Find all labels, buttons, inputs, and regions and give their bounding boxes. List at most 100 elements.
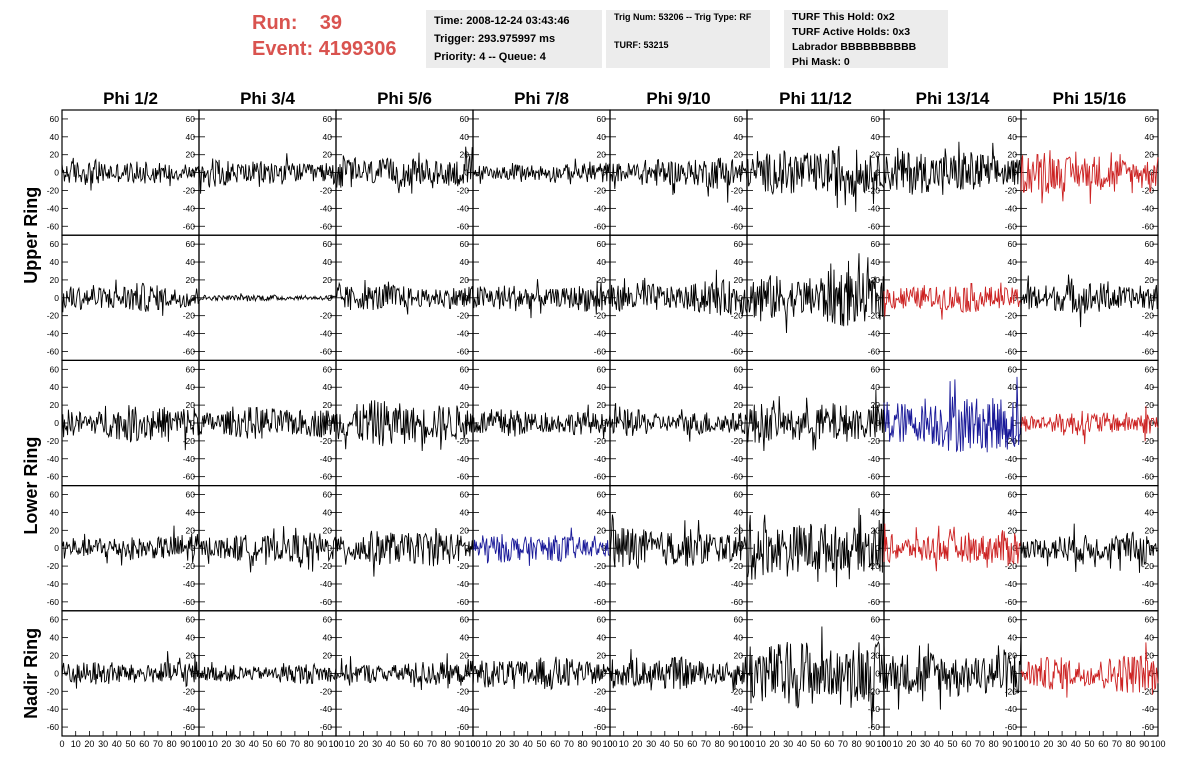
y-tick-label: -20 — [1005, 686, 1018, 696]
y-tick-label: -20 — [183, 686, 196, 696]
y-tick-label: -60 — [594, 346, 607, 356]
y-tick-label: -40 — [1142, 203, 1155, 213]
y-tick-label: 60 — [460, 114, 470, 124]
y-tick-label: 20 — [597, 150, 607, 160]
y-tick-label: 20 — [460, 150, 470, 160]
y-tick-label: -20 — [731, 311, 744, 321]
y-tick-label: -40 — [320, 579, 333, 589]
x-tick-label: 20 — [769, 739, 779, 749]
y-tick-label: 20 — [734, 651, 744, 661]
waveform-trace — [335, 527, 474, 577]
y-tick-label: 40 — [734, 132, 744, 142]
y-tick-label: -60 — [868, 346, 881, 356]
y-tick-label: 20 — [1008, 525, 1018, 535]
x-tick-label: 80 — [852, 739, 862, 749]
y-tick-label: -60 — [1005, 597, 1018, 607]
y-tick-label: -40 — [47, 704, 60, 714]
y-tick-label: -20 — [183, 436, 196, 446]
y-tick-label: -40 — [47, 579, 60, 589]
x-tick-label: 80 — [715, 739, 725, 749]
y-tick-label: 40 — [734, 382, 744, 392]
y-tick-label: 40 — [323, 507, 333, 517]
x-tick-label: 100 — [876, 739, 891, 749]
run-event-header: Run: 39 Event: 4199306 — [252, 10, 397, 62]
y-tick-label: -60 — [457, 346, 470, 356]
x-tick-label: 10 — [756, 739, 766, 749]
waveform-trace — [198, 153, 337, 194]
y-tick-label: 0 — [54, 543, 59, 553]
y-tick-label: 40 — [871, 507, 881, 517]
y-tick-label: 40 — [871, 132, 881, 142]
y-tick-label: 60 — [871, 615, 881, 625]
y-tick-label: -40 — [320, 203, 333, 213]
y-tick-label: 60 — [323, 490, 333, 500]
y-tick-label: 20 — [1145, 525, 1155, 535]
x-tick-label: 90 — [1002, 739, 1012, 749]
x-tick-label: 60 — [961, 739, 971, 749]
x-tick-label: 40 — [249, 739, 259, 749]
y-tick-label: -20 — [594, 686, 607, 696]
y-tick-label: -40 — [1005, 454, 1018, 464]
x-tick-label: 40 — [934, 739, 944, 749]
x-tick-label: 10 — [345, 739, 355, 749]
y-tick-label: -20 — [320, 561, 333, 571]
x-tick-label: 40 — [386, 739, 396, 749]
x-tick-label: 20 — [358, 739, 368, 749]
y-tick-label: -20 — [320, 686, 333, 696]
y-tick-label: 60 — [323, 615, 333, 625]
y-tick-label: -60 — [1005, 221, 1018, 231]
y-tick-label: 60 — [1145, 364, 1155, 374]
waveform-trace — [61, 279, 200, 316]
y-tick-label: 0 — [1149, 418, 1154, 428]
y-tick-label: 20 — [871, 651, 881, 661]
y-tick-label: -20 — [868, 436, 881, 446]
y-tick-label: 60 — [1145, 114, 1155, 124]
y-tick-label: 60 — [50, 364, 60, 374]
y-tick-label: -40 — [183, 329, 196, 339]
y-tick-label: -20 — [47, 185, 60, 195]
y-tick-label: 40 — [597, 382, 607, 392]
panel-frame — [198, 485, 337, 612]
y-tick-label: -40 — [731, 454, 744, 464]
y-tick-label: -40 — [47, 454, 60, 464]
y-tick-label: -60 — [868, 472, 881, 482]
waveform-trace — [883, 638, 1022, 710]
y-tick-label: 60 — [597, 615, 607, 625]
y-tick-label: -20 — [1142, 436, 1155, 446]
y-tick-label: -20 — [594, 436, 607, 446]
y-tick-label: -40 — [594, 329, 607, 339]
y-tick-label: -40 — [320, 454, 333, 464]
run-label: Run: — [252, 12, 298, 34]
y-tick-label: -60 — [731, 346, 744, 356]
y-tick-label: 20 — [323, 275, 333, 285]
y-tick-label: 40 — [1008, 633, 1018, 643]
y-tick-label: -40 — [594, 454, 607, 464]
y-tick-label: -20 — [320, 185, 333, 195]
x-tick-label: 60 — [687, 739, 697, 749]
y-tick-label: 20 — [323, 525, 333, 535]
y-tick-label: 60 — [186, 364, 196, 374]
y-tick-label: 60 — [1008, 615, 1018, 625]
x-tick-label: 80 — [441, 739, 451, 749]
x-tick-label: 20 — [221, 739, 231, 749]
y-tick-label: 60 — [50, 114, 60, 124]
y-tick-label: 0 — [1149, 293, 1154, 303]
y-tick-label: -60 — [457, 472, 470, 482]
x-tick-label: 30 — [372, 739, 382, 749]
y-tick-label: -20 — [594, 185, 607, 195]
y-tick-label: 40 — [323, 382, 333, 392]
y-tick-label: -20 — [457, 311, 470, 321]
y-tick-label: 20 — [734, 525, 744, 535]
x-tick-label: 10 — [208, 739, 218, 749]
y-tick-label: 20 — [597, 275, 607, 285]
x-tick-label: 10 — [71, 739, 81, 749]
column-label: Phi 15/16 — [1053, 89, 1127, 108]
x-tick-label: 100 — [1013, 739, 1028, 749]
y-tick-label: 20 — [186, 525, 196, 535]
y-tick-label: -60 — [1005, 472, 1018, 482]
y-tick-label: -40 — [731, 704, 744, 714]
x-tick-label: 90 — [317, 739, 327, 749]
x-tick-label: 20 — [495, 739, 505, 749]
y-tick-label: 20 — [871, 525, 881, 535]
y-tick-label: -20 — [1142, 185, 1155, 195]
